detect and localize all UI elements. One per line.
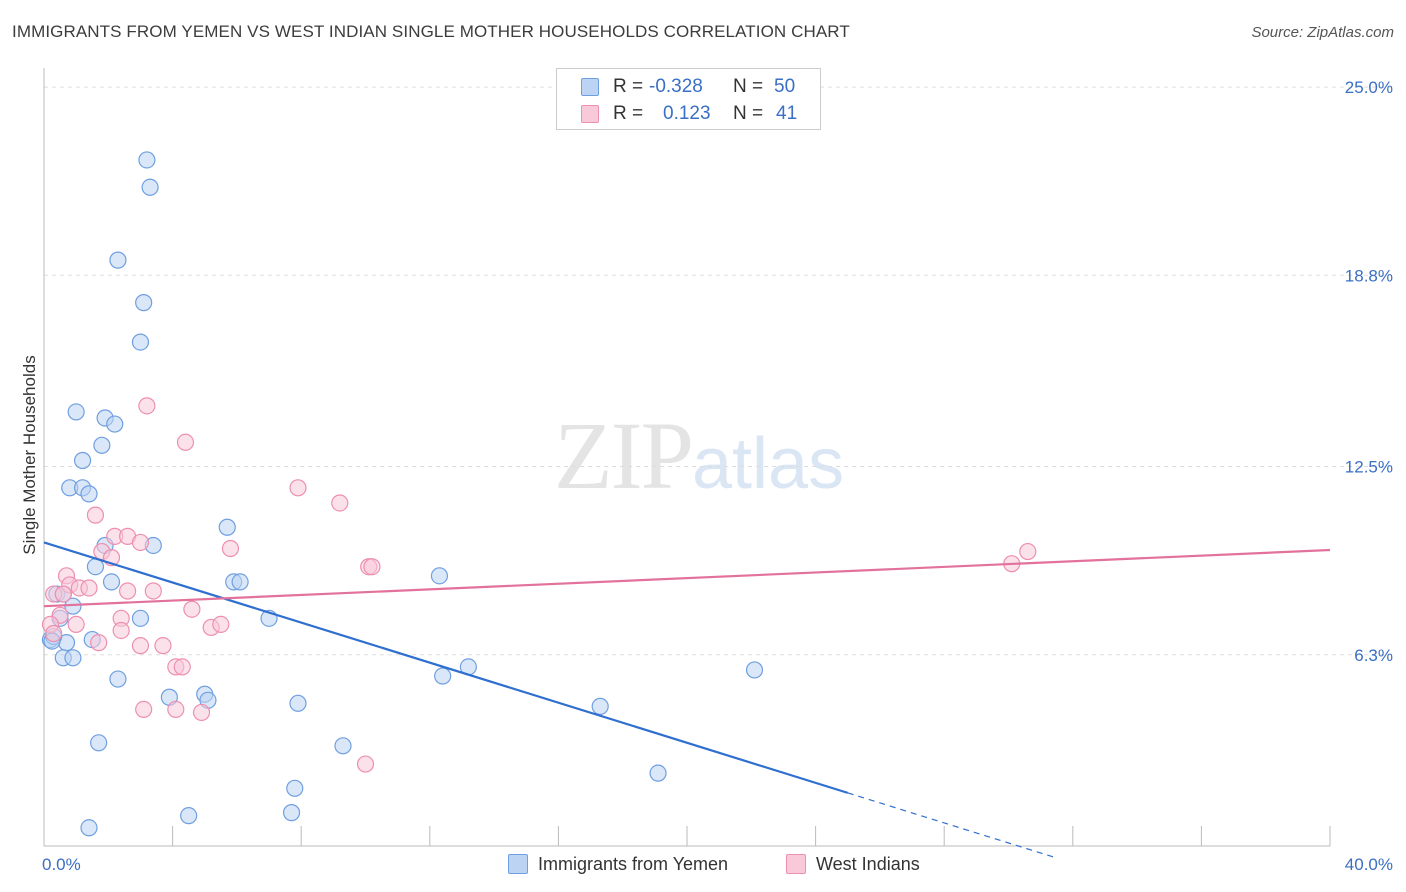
point-yemen — [93, 436, 111, 454]
point-west-indians — [167, 700, 185, 718]
point-west-indians — [363, 558, 381, 576]
bottom-legend-label-west-indians: West Indians — [816, 854, 920, 874]
trend-line-yemen-extension — [847, 792, 1057, 859]
y-tick-label: 18.8% — [1345, 266, 1393, 285]
point-west-indians — [80, 579, 98, 597]
point-yemen — [289, 694, 307, 712]
correlation-legend: R = -0.328 N = 50 R = 0.123 N = 41 — [556, 68, 821, 130]
chart-source: Source: ZipAtlas.com — [1251, 24, 1394, 41]
y-axis-title: Single Mother Households — [20, 355, 39, 554]
y-tick-label: 6.3% — [1354, 646, 1393, 665]
point-yemen — [80, 819, 98, 837]
legend-r-label: R = — [613, 76, 644, 97]
point-yemen — [286, 779, 304, 797]
point-west-indians — [131, 637, 150, 655]
point-west-indians — [176, 433, 195, 451]
point-west-indians — [45, 624, 63, 643]
point-west-indians — [183, 600, 201, 618]
point-west-indians — [135, 700, 153, 718]
watermark: ZIPatlas — [554, 400, 844, 511]
point-west-indians — [1019, 542, 1037, 561]
bottom-legend-swatch-west-indians — [786, 854, 806, 874]
x-tick-label: 40.0% — [1345, 855, 1393, 874]
point-yemen — [80, 485, 98, 503]
legend-n-label: N = — [733, 76, 764, 97]
point-west-indians — [356, 755, 375, 773]
point-yemen — [106, 415, 124, 433]
point-west-indians — [154, 637, 172, 655]
point-yemen — [131, 333, 150, 351]
y-tick-label: 12.5% — [1345, 458, 1393, 477]
point-yemen — [109, 670, 127, 688]
point-yemen — [64, 649, 82, 667]
point-west-indians — [118, 582, 137, 600]
trend-line-west-indians — [43, 548, 1331, 608]
point-yemen — [67, 403, 85, 421]
legend-r-value: -0.328 — [649, 76, 703, 97]
tick-labels: 6.3% 12.5% 18.8% 25.0% 0.0% 40.0% Single Mothe… — [20, 78, 1393, 874]
point-yemen — [180, 807, 198, 825]
point-west-indians — [212, 615, 230, 634]
legend-r-label: R = — [613, 103, 644, 124]
point-yemen — [73, 451, 92, 470]
point-yemen — [138, 151, 156, 169]
legend-r-value: 0.123 — [663, 103, 711, 124]
y-tick-label: 25.0% — [1345, 78, 1393, 97]
point-yemen — [218, 518, 236, 536]
point-west-indians — [86, 506, 105, 524]
point-yemen — [430, 567, 449, 585]
point-west-indians — [144, 582, 162, 600]
bottom-legend-label-yemen: Immigrants from Yemen — [538, 854, 729, 874]
x-tick-label: 0.0% — [42, 855, 81, 874]
point-yemen — [109, 251, 127, 269]
point-yemen — [334, 737, 352, 755]
legend-n-label: N = — [733, 103, 764, 124]
bottom-legend-swatch-yemen — [508, 854, 528, 874]
trend-line-yemen — [43, 541, 849, 794]
point-west-indians — [131, 533, 150, 552]
point-west-indians — [138, 397, 156, 415]
point-yemen — [131, 609, 150, 627]
point-yemen — [745, 661, 764, 679]
chart-title: IMMIGRANTS FROM YEMEN VS WEST INDIAN SIN… — [12, 22, 850, 41]
grid — [44, 86, 1392, 656]
point-yemen — [282, 804, 301, 822]
watermark-zip: ZIP — [554, 402, 694, 509]
point-yemen — [90, 734, 108, 752]
point-west-indians — [173, 658, 191, 676]
point-west-indians — [331, 494, 349, 512]
axes — [43, 68, 1331, 847]
point-west-indians — [67, 615, 85, 634]
point-west-indians — [54, 585, 72, 603]
legend-swatch-west-indians — [581, 105, 599, 123]
points — [41, 151, 1037, 837]
point-yemen — [649, 764, 667, 782]
point-yemen — [434, 667, 452, 685]
point-west-indians — [221, 539, 240, 558]
point-yemen — [102, 573, 121, 591]
point-west-indians — [289, 479, 307, 497]
legend-n-value: 50 — [774, 76, 796, 97]
point-west-indians — [90, 634, 108, 652]
point-yemen — [141, 178, 159, 196]
point-west-indians — [112, 621, 130, 640]
legend-n-value: 41 — [776, 103, 798, 124]
point-yemen — [135, 294, 153, 312]
watermark-atlas: atlas — [692, 424, 845, 504]
point-yemen — [591, 697, 609, 715]
point-yemen — [231, 573, 249, 591]
point-west-indians — [192, 703, 211, 722]
legend-swatch-yemen — [581, 78, 599, 96]
trend-lines — [43, 541, 1331, 859]
